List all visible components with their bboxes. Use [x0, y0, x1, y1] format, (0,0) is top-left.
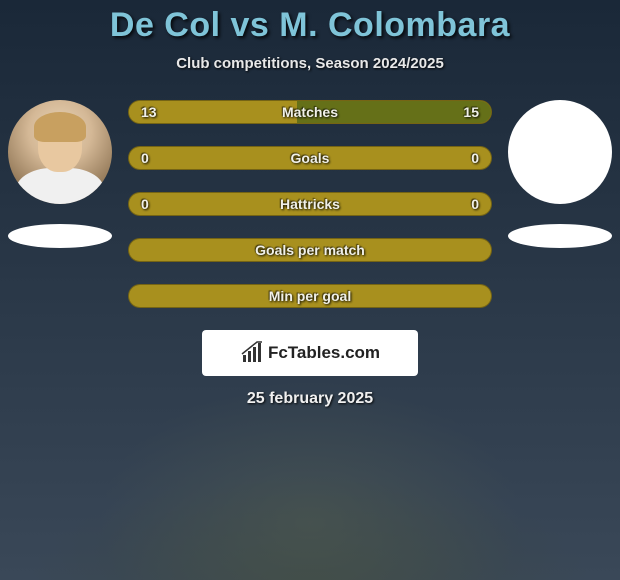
player-left-avatar — [8, 100, 112, 204]
stat-value-right: 0 — [471, 150, 479, 166]
stat-label: Matches — [129, 104, 491, 120]
stat-label: Goals — [129, 150, 491, 166]
date-text: 25 february 2025 — [247, 390, 373, 408]
stat-label: Goals per match — [129, 242, 491, 258]
stat-bars: Matches1315Goals00Hattricks00Goals per m… — [120, 100, 500, 308]
stat-bar: Goals per match — [128, 238, 492, 262]
chart-icon — [240, 341, 264, 365]
stat-value-right: 15 — [463, 104, 479, 120]
branding-text: FcTables.com — [268, 343, 380, 363]
stat-bar: Min per goal — [128, 284, 492, 308]
club-right-logo — [508, 224, 612, 248]
stat-value-right: 0 — [471, 196, 479, 212]
stat-value-left: 0 — [141, 150, 149, 166]
stat-bar: Matches13 15 — [128, 100, 492, 124]
player-right-avatar — [508, 100, 612, 204]
stat-value-left: 0 — [141, 196, 149, 212]
page-title: De Col vs M. Colombara — [110, 6, 510, 45]
stat-bar: Hattricks0 0 — [128, 192, 492, 216]
club-left-logo — [8, 224, 112, 248]
comparison-row: Matches1315Goals00Hattricks00Goals per m… — [0, 100, 620, 308]
subtitle: Club competitions, Season 2024/2025 — [176, 55, 444, 72]
main-content: De Col vs M. Colombara Club competitions… — [0, 0, 620, 580]
player-left-column — [0, 100, 120, 248]
stat-value-left: 13 — [141, 104, 157, 120]
stat-label: Hattricks — [129, 196, 491, 212]
branding-badge: FcTables.com — [202, 330, 418, 376]
player-right-column — [500, 100, 620, 248]
stat-label: Min per goal — [129, 288, 491, 304]
stat-bar: Goals0 0 — [128, 146, 492, 170]
